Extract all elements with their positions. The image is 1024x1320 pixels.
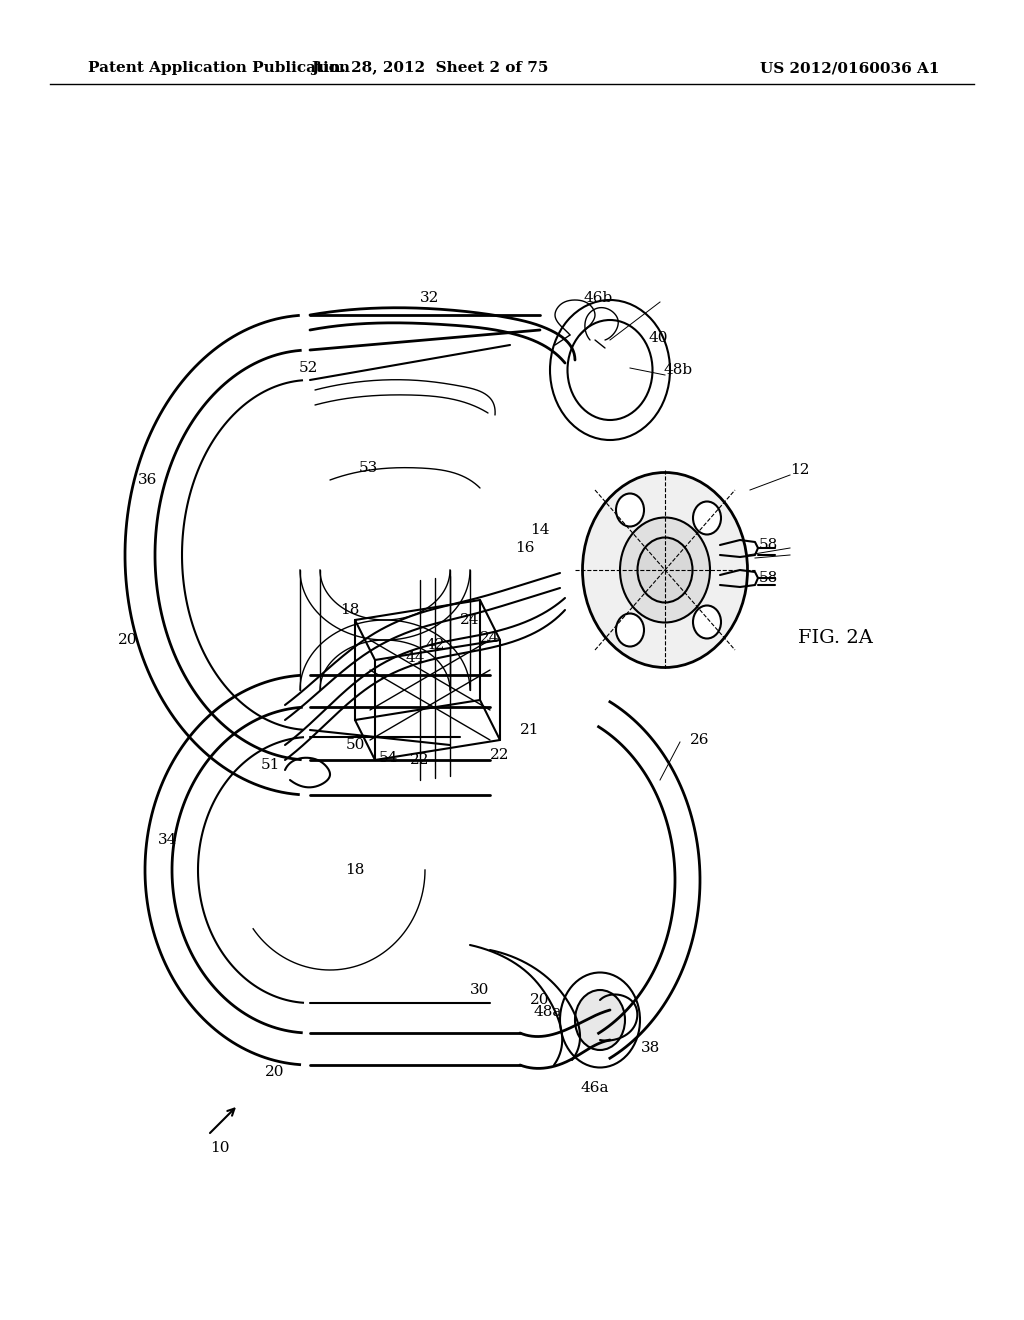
Text: 58: 58 bbox=[759, 539, 777, 552]
Text: 38: 38 bbox=[640, 1041, 659, 1055]
Ellipse shape bbox=[583, 473, 748, 668]
Text: 21: 21 bbox=[520, 723, 540, 737]
Text: 14: 14 bbox=[530, 523, 550, 537]
Text: 58: 58 bbox=[759, 572, 777, 585]
Ellipse shape bbox=[693, 606, 721, 639]
Text: 46a: 46a bbox=[581, 1081, 609, 1096]
Text: 12: 12 bbox=[791, 463, 810, 477]
Text: 36: 36 bbox=[138, 473, 158, 487]
Text: 22: 22 bbox=[411, 752, 430, 767]
Text: 34: 34 bbox=[159, 833, 178, 847]
Ellipse shape bbox=[693, 502, 721, 535]
Text: 54: 54 bbox=[378, 751, 397, 766]
Text: 16: 16 bbox=[515, 541, 535, 554]
Text: 22: 22 bbox=[490, 748, 510, 762]
Text: 51: 51 bbox=[260, 758, 280, 772]
Text: 24: 24 bbox=[460, 612, 480, 627]
Text: 42: 42 bbox=[425, 638, 444, 652]
Text: Jun. 28, 2012  Sheet 2 of 75: Jun. 28, 2012 Sheet 2 of 75 bbox=[311, 61, 549, 75]
Text: 20: 20 bbox=[530, 993, 550, 1007]
Text: 10: 10 bbox=[210, 1140, 229, 1155]
Text: 20: 20 bbox=[118, 634, 138, 647]
Ellipse shape bbox=[620, 517, 710, 623]
Text: 44: 44 bbox=[406, 651, 425, 665]
Text: 40: 40 bbox=[648, 331, 668, 345]
Ellipse shape bbox=[567, 319, 652, 420]
Ellipse shape bbox=[575, 990, 625, 1049]
Text: 30: 30 bbox=[470, 983, 489, 997]
Text: Patent Application Publication: Patent Application Publication bbox=[88, 61, 350, 75]
Text: FIG. 2A: FIG. 2A bbox=[798, 630, 872, 647]
Ellipse shape bbox=[616, 614, 644, 647]
Text: 18: 18 bbox=[345, 863, 365, 876]
Text: 50: 50 bbox=[345, 738, 365, 752]
Text: 48a: 48a bbox=[534, 1005, 562, 1019]
Text: 48b: 48b bbox=[664, 363, 692, 378]
Ellipse shape bbox=[560, 973, 640, 1068]
Ellipse shape bbox=[550, 300, 670, 440]
Text: 20: 20 bbox=[265, 1065, 285, 1078]
Text: 53: 53 bbox=[358, 461, 378, 475]
Ellipse shape bbox=[638, 537, 692, 602]
Ellipse shape bbox=[616, 494, 644, 527]
Text: 46b: 46b bbox=[584, 290, 612, 305]
Text: 26: 26 bbox=[690, 733, 710, 747]
Text: 52: 52 bbox=[298, 360, 317, 375]
Text: 18: 18 bbox=[340, 603, 359, 616]
Text: 24: 24 bbox=[480, 631, 500, 645]
Text: 32: 32 bbox=[420, 290, 439, 305]
Text: US 2012/0160036 A1: US 2012/0160036 A1 bbox=[761, 61, 940, 75]
